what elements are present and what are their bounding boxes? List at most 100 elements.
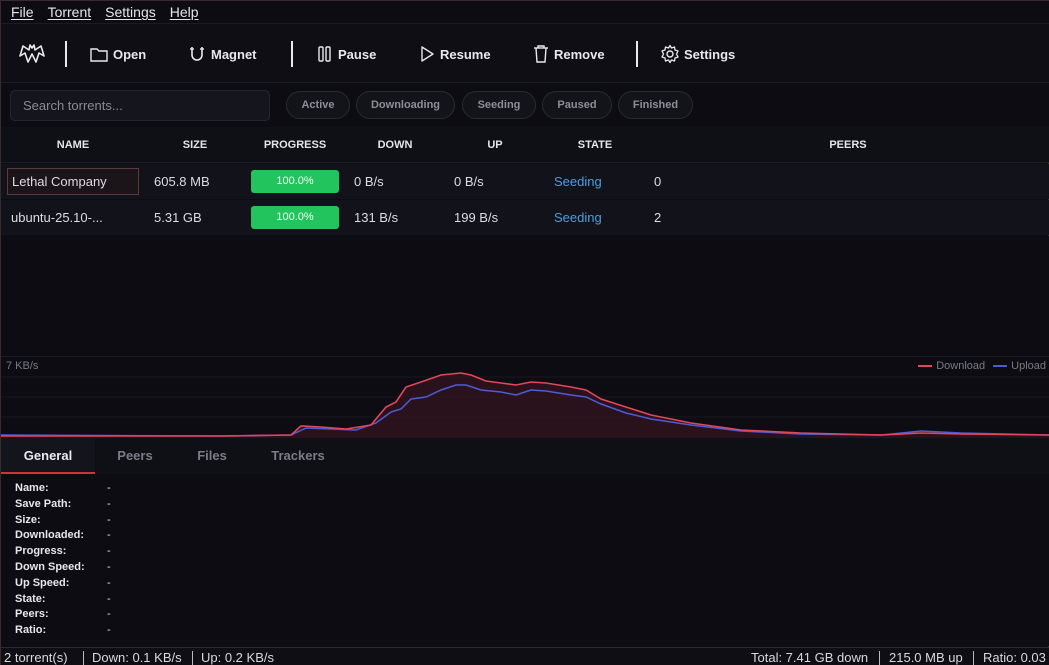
settings-button[interactable]: Settings (660, 24, 735, 84)
column-state[interactable]: STATE (577, 139, 613, 151)
status-ratio: Ratio: 0.03 (983, 650, 1046, 665)
menu-file[interactable]: File (11, 4, 34, 20)
detail-label: Ratio: (15, 624, 47, 636)
filter-active[interactable]: Active (286, 91, 350, 119)
resume-button[interactable]: Resume (418, 24, 491, 84)
trash-icon (534, 45, 548, 63)
down-speed: 131 B/s (354, 210, 399, 225)
detail-label: Downloaded: (15, 529, 85, 541)
detail-value: - (107, 514, 111, 526)
detail-label: Size: (15, 514, 41, 526)
bat-logo-icon (19, 44, 45, 63)
table-empty-area (1, 236, 1049, 356)
graph-legend: Download Upload (910, 360, 1046, 372)
filter-finished[interactable]: Finished (618, 91, 693, 119)
peer-count: 0 (654, 174, 662, 189)
detail-value: - (107, 545, 111, 557)
torrent-size: 5.31 GB (154, 210, 202, 225)
progress-bar: 100.0% (251, 170, 339, 193)
toolbar-divider (636, 41, 638, 67)
column-peers[interactable]: PEERS (829, 139, 867, 151)
detail-value: - (107, 577, 111, 589)
tab-trackers[interactable]: Trackers (271, 448, 325, 463)
up-speed: 0 B/s (454, 174, 484, 189)
toolbar-divider (65, 41, 67, 67)
status-total-down: Total: 7.41 GB down (751, 650, 869, 665)
download-line (1, 372, 1049, 437)
detail-value: - (107, 593, 111, 605)
column-progress[interactable]: PROGRESS (263, 139, 327, 151)
filter-seeding[interactable]: Seeding (462, 91, 536, 119)
detail-value: - (107, 624, 111, 636)
state-seeding: Seeding (554, 210, 602, 225)
column-size[interactable]: SIZE (182, 139, 208, 151)
column-up[interactable]: UP (487, 139, 503, 151)
down-speed: 0 B/s (354, 174, 384, 189)
general-details: Name: - Save Path: - Size: - Downloaded:… (1, 474, 1049, 646)
upload-line (1, 384, 1049, 437)
detail-value: - (107, 608, 111, 620)
tab-peers[interactable]: Peers (117, 448, 153, 463)
status-up-speed: Up: 0.2 KB/s (201, 650, 274, 665)
detail-label: Progress: (15, 545, 67, 557)
speed-graph-canvas (1, 372, 1049, 439)
status-divider (192, 651, 193, 665)
upload-swatch (993, 365, 1008, 367)
search-input[interactable]: Search torrents... (10, 90, 270, 121)
magnet-button[interactable]: Magnet (187, 24, 257, 84)
graph-scale-label: 7 KB/s (6, 360, 39, 372)
gear-icon (661, 44, 679, 64)
status-bar: 2 torrent(s) Down: 0.1 KB/s Up: 0.2 KB/s… (1, 647, 1049, 665)
menu-settings[interactable]: Settings (105, 4, 156, 20)
filter-paused[interactable]: Paused (542, 91, 612, 119)
tab-general[interactable]: General (1, 438, 95, 474)
legend-download: Download (936, 360, 986, 372)
detail-label: Peers: (15, 608, 49, 620)
menu-torrent[interactable]: Torrent (47, 4, 92, 20)
table-row[interactable]: Lethal Company 605.8 MB 100.0% 0 B/s 0 B… (1, 164, 1049, 199)
open-button[interactable]: Open (89, 24, 146, 84)
progress-bar: 100.0% (251, 206, 339, 229)
filter-bar: Search torrents... Active Downloading Se… (1, 83, 1049, 127)
peer-count: 2 (654, 210, 662, 225)
detail-value: - (107, 498, 111, 510)
magnet-label: Magnet (211, 46, 257, 62)
detail-label: Name: (15, 482, 49, 494)
details-tabs: General Peers Files Trackers (1, 438, 1049, 474)
status-divider (973, 651, 974, 665)
status-down-speed: Down: 0.1 KB/s (92, 650, 182, 665)
resume-label: Resume (440, 46, 491, 62)
tab-files[interactable]: Files (197, 448, 227, 463)
legend-upload: Upload (1011, 360, 1046, 372)
pause-button[interactable]: Pause (316, 24, 376, 84)
detail-value: - (107, 482, 111, 494)
download-area (1, 373, 1049, 439)
torrent-count: 2 torrent(s) (4, 650, 68, 665)
torrent-table-header: NAME SIZE PROGRESS DOWN UP STATE PEERS (1, 127, 1049, 163)
column-down[interactable]: DOWN (377, 139, 413, 151)
table-row[interactable]: ubuntu-25.10-... 5.31 GB 100.0% 131 B/s … (1, 200, 1049, 235)
pause-label: Pause (338, 46, 377, 62)
up-speed: 199 B/s (454, 210, 499, 225)
detail-value: - (107, 529, 111, 541)
toolbar: Open Magnet Pause Resume Remove (1, 23, 1049, 83)
column-name[interactable]: NAME (56, 139, 90, 151)
play-icon (421, 46, 434, 62)
status-total-up: 215.0 MB up (889, 650, 963, 665)
filter-downloading[interactable]: Downloading (356, 91, 455, 119)
torrent-name: Lethal Company (7, 168, 139, 195)
settings-label: Settings (684, 46, 736, 62)
folder-icon (90, 48, 108, 62)
status-divider (879, 651, 880, 665)
remove-label: Remove (554, 46, 605, 62)
open-label: Open (113, 46, 147, 62)
detail-label: Save Path: (15, 498, 72, 510)
menu-help[interactable]: Help (169, 4, 199, 20)
speed-graph: 7 KB/s Download Upload (1, 356, 1049, 439)
magnet-icon (190, 47, 204, 61)
app-logo (19, 24, 49, 84)
remove-button[interactable]: Remove (532, 24, 605, 84)
state-seeding: Seeding (554, 174, 602, 189)
download-swatch (918, 365, 933, 367)
torrent-name: ubuntu-25.10-... (11, 210, 103, 225)
